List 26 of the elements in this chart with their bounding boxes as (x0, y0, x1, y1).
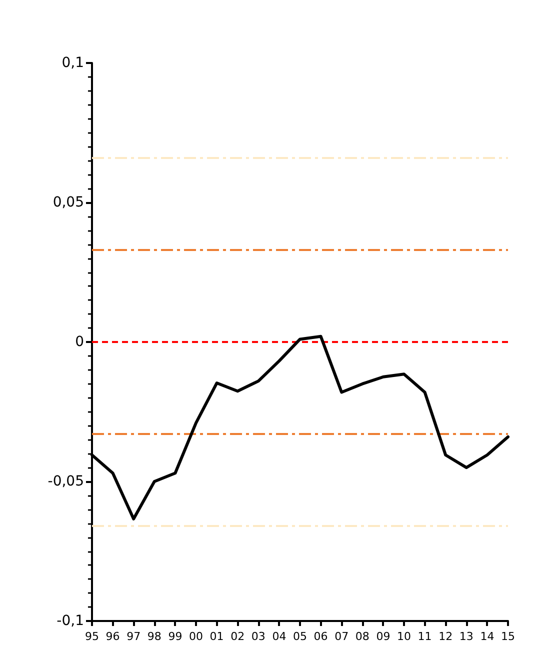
x-tick-label: 13 (459, 630, 474, 643)
x-tick-label: 97 (126, 630, 141, 643)
y-tick-label: -0,05 (48, 474, 84, 490)
x-tick-label: 04 (272, 630, 286, 643)
y-tick-label: -0,1 (56, 613, 84, 629)
x-tick-label: 99 (168, 630, 182, 643)
x-tick-label: 12 (438, 630, 453, 643)
x-tick-label: 07 (334, 630, 349, 643)
x-tick-label: 00 (189, 630, 203, 643)
y-tick-label: 0,1 (62, 55, 84, 71)
x-tick-label: 09 (376, 630, 390, 643)
x-tick-label: 01 (210, 630, 224, 643)
x-tick-label: 06 (314, 630, 328, 643)
x-tick-label: 05 (293, 630, 307, 643)
y-tick-label: 0 (75, 334, 84, 350)
x-tick-label: 14 (480, 630, 494, 643)
x-tick-label: 15 (501, 630, 515, 643)
x-tick-label: 08 (355, 630, 370, 643)
x-tick-label: 02 (230, 630, 245, 643)
x-tick-label: 03 (251, 630, 266, 643)
x-tick-label: 10 (397, 630, 411, 643)
x-tick-label: 11 (418, 630, 432, 643)
x-tick-label: 98 (147, 630, 162, 643)
x-tick-label: 95 (85, 630, 99, 643)
y-tick-label: 0,05 (52, 194, 84, 210)
x-tick-label: 96 (106, 630, 120, 643)
